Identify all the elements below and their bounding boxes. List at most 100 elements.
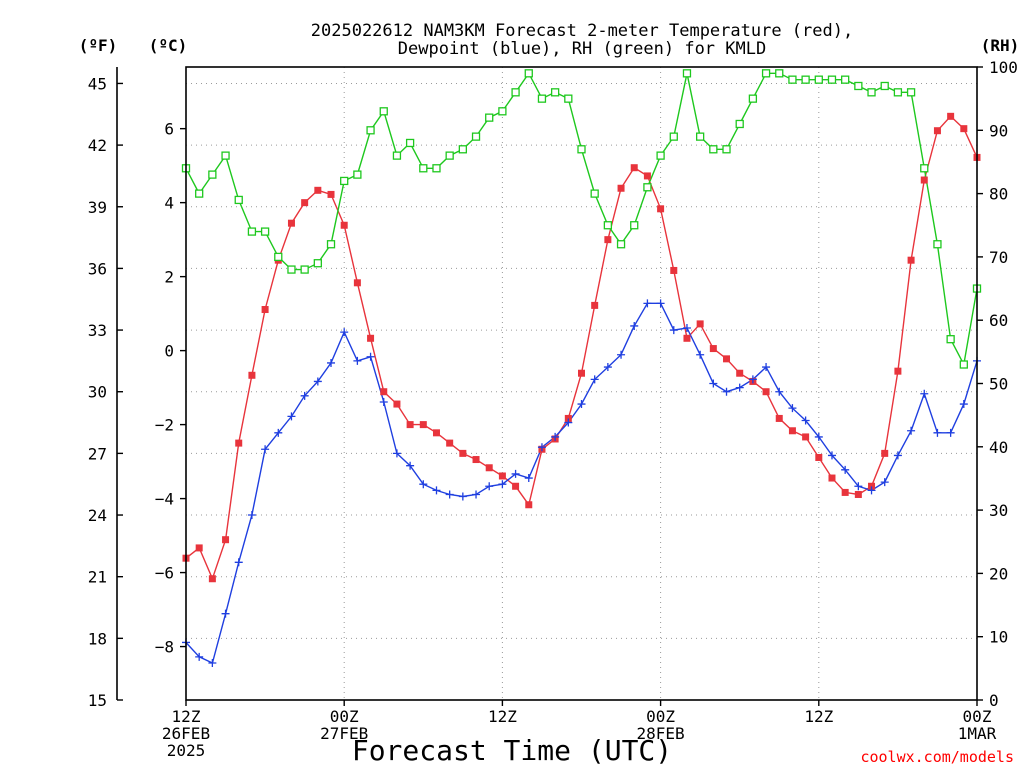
temperature-point [353,279,361,287]
temperature-point [432,429,440,437]
dewpoint-point [893,451,902,460]
dewpoint-point [748,375,757,384]
rh-tick-label: 40 [989,438,1008,457]
credit-text: coolwx.com/models [860,748,1014,766]
temperature-point [775,414,783,422]
rh-tick-label: 10 [989,628,1008,647]
temperature-point [195,544,203,552]
temperature-point [564,414,572,422]
x-tick-label: 1MAR [958,724,997,743]
temperature-point [498,472,506,480]
rh-point [735,119,744,129]
rh-point [577,145,586,154]
dewpoint-point [722,387,731,396]
c-tick-label: 4 [164,194,174,213]
rh-point [656,151,665,160]
rh-tick-label: 60 [989,311,1008,330]
rh-point [775,69,784,78]
f-tick-label: 33 [88,321,107,340]
rh-point [946,335,955,344]
temperature-point [802,433,810,441]
rh-line [185,71,978,367]
temperature-point [868,482,876,490]
temperature-point [670,266,678,274]
temperature-point [235,439,243,447]
dewpoint-point [274,428,283,437]
temperature-point [788,427,796,435]
rh-point [893,88,903,97]
rh-point [260,227,270,236]
dewpoint-point [208,659,217,668]
temperature-point [683,334,691,342]
rh-point [485,113,494,122]
dewpoint-point [827,451,836,460]
rh-point [880,81,889,91]
f-tick-label: 39 [88,198,107,217]
temperature-point [578,369,585,377]
rh-point [379,107,388,116]
left-unit-c: (ºC) [149,36,188,55]
temperature-point [907,256,915,264]
rh-tick-label: 90 [989,121,1008,140]
right-unit-rh: (RH) [981,36,1020,55]
temperature-point [485,464,493,472]
temperature-point [723,355,731,363]
temperature-point [287,219,295,227]
temperature-point [459,449,467,457]
left-unit-f: (ºF) [79,36,118,55]
dewpoint-point [432,486,441,495]
rh-point [603,221,613,230]
dewpoint-point [564,418,573,427]
temperature-point [696,320,704,328]
axis-labels: 1518212427303336394245−8−6−4−20246010203… [88,58,1018,760]
temperature-point [920,176,928,184]
rh-tick-label: 100 [989,58,1018,77]
temperature-point [248,371,256,379]
dewpoint-point [735,383,744,392]
rh-point [208,170,217,179]
rh-point [274,252,283,262]
f-tick-label: 18 [88,629,107,648]
dewpoint-point [867,486,876,495]
temperature-point [828,474,836,482]
x-tick-label: 12Z [488,707,517,726]
rh-point [814,75,823,84]
f-tick-label: 24 [88,506,107,525]
rh-point [340,176,349,186]
dewpoint-point [379,397,388,406]
temperature-point [960,125,968,133]
x-tick-label: 00Z [646,707,675,726]
dewpoint-point [485,482,494,491]
rh-point [247,227,257,236]
dewpoint-point [709,379,718,388]
temperature-point [604,236,612,244]
temperature-point [657,205,665,213]
dewpoint-point [590,375,599,384]
dewpoint-point [643,299,652,308]
f-tick-label: 21 [88,568,107,587]
rh-point [326,240,336,249]
rh-point [498,107,507,116]
f-tick-label: 27 [88,444,107,463]
plot-frame [185,66,978,701]
rh-point [761,69,771,78]
rh-tick-label: 70 [989,248,1008,267]
dewpoint-point [327,358,336,367]
c-tick-label: −8 [155,638,174,657]
rh-tick-label: 50 [989,375,1008,394]
temperature-point [380,388,388,396]
dewpoint-point [366,352,375,361]
rh-point [287,265,296,274]
temperature-point [643,172,651,180]
temperature-point [617,184,625,192]
rh-point [722,145,731,154]
dewpoint-point [445,490,454,499]
dewpoint-point [775,387,784,396]
rh-point [854,81,863,91]
dewpoint-point [340,328,349,337]
dewpoint-point [801,416,810,425]
f-tick-label: 30 [88,383,107,402]
temperature-point [419,421,427,429]
dewpoint-point [630,321,639,330]
temperature-point [393,400,401,408]
